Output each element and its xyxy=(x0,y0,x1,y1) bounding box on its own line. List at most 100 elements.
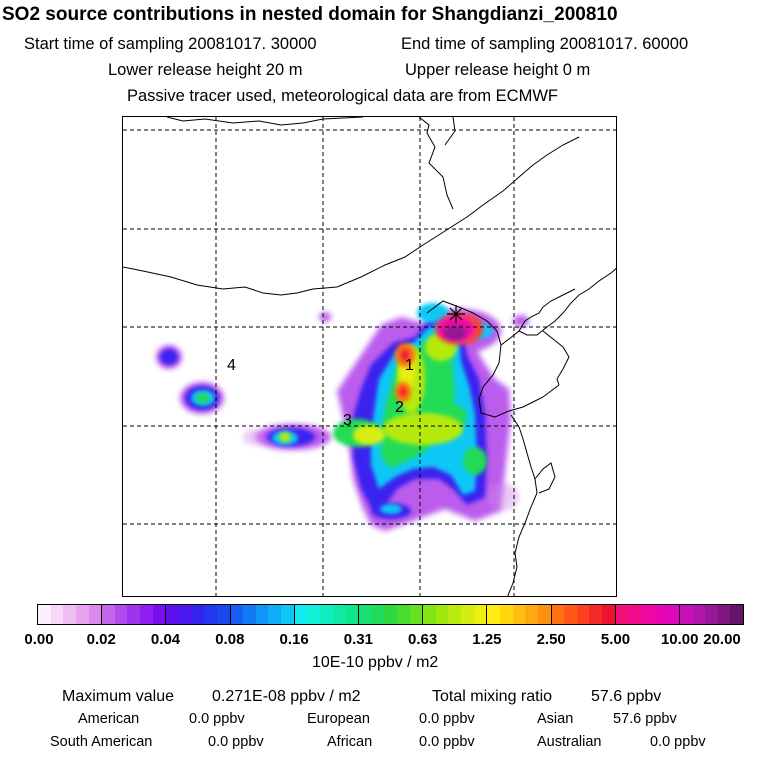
map-canvas xyxy=(123,117,616,596)
colorbar-bin xyxy=(358,605,424,624)
region-label-3: 3 xyxy=(343,412,352,429)
colorbar-bin xyxy=(102,605,167,624)
colorbar-swatch xyxy=(88,605,102,624)
colorbar-tick-label: 0.08 xyxy=(215,631,245,648)
coastlines-borders xyxy=(123,117,616,596)
colorbar-swatch xyxy=(473,605,487,624)
colorbar-bin xyxy=(38,605,103,624)
region-value: 57.6 ppbv xyxy=(613,711,677,727)
colorbar-unit: 10E-10 ppbv / m2 xyxy=(312,654,439,671)
colorbar-swatch xyxy=(179,605,192,624)
concentration-field xyxy=(156,303,529,531)
colorbar-swatch xyxy=(564,605,577,624)
colorbar xyxy=(37,604,744,625)
colorbar-tick-label: 0.04 xyxy=(150,631,181,648)
station-asterisk-icon xyxy=(447,305,465,323)
colorbar-tick-label: 1.25 xyxy=(472,631,502,648)
plot-title: SO2 source contributions in nested domai… xyxy=(2,4,618,25)
region-name: American xyxy=(78,711,140,727)
colorbar-swatch xyxy=(551,605,565,624)
region-value: 0.0 ppbv xyxy=(419,711,475,727)
colorbar-bin xyxy=(294,605,359,624)
colorbar-swatch xyxy=(423,605,436,624)
colorbar-bin xyxy=(679,605,744,624)
colorbar-swatch xyxy=(371,605,385,624)
region-label-2: 2 xyxy=(395,399,404,416)
total-mixing-label: Total mixing ratio xyxy=(432,688,553,705)
max-value: 0.271E-08 ppbv / m2 xyxy=(212,688,361,705)
colorbar-swatch xyxy=(281,605,294,624)
colorbar-swatch xyxy=(102,605,115,624)
colorbar-swatch xyxy=(152,605,166,624)
colorbar-swatch xyxy=(332,605,346,624)
colorbar-swatch xyxy=(409,605,423,624)
region-name: European xyxy=(307,711,370,727)
max-value-label: Maximum value xyxy=(62,688,175,705)
colorbar-swatch xyxy=(640,605,654,624)
colorbar-swatch xyxy=(666,605,679,624)
colorbar-swatch xyxy=(717,605,731,624)
colorbar-swatch xyxy=(114,605,128,624)
colorbar-swatch xyxy=(75,605,89,624)
colorbar-swatch xyxy=(396,605,410,624)
colorbar-swatch xyxy=(38,605,51,624)
colorbar-swatch xyxy=(487,605,500,624)
colorbar-swatch xyxy=(692,605,706,624)
colorbar-tick-label: 2.50 xyxy=(536,631,566,648)
region-name: South American xyxy=(50,734,153,750)
region-label-4: 4 xyxy=(227,357,236,374)
colorbar-tick-label: 0.02 xyxy=(86,631,116,648)
colorbar-swatch xyxy=(537,605,551,624)
colorbar-swatch xyxy=(499,605,513,624)
region-name: Asian xyxy=(537,711,574,727)
region-name: Australian xyxy=(537,734,602,750)
colorbar-swatch xyxy=(204,605,217,624)
tracer-note: Passive tracer used, meteorological data… xyxy=(127,87,558,105)
colorbar-bin xyxy=(487,605,552,624)
graticule xyxy=(123,117,616,596)
colorbar-tick-label: 0.63 xyxy=(408,631,438,648)
colorbar-swatch xyxy=(512,605,526,624)
colorbar-swatch xyxy=(50,605,64,624)
region-label-1: 1 xyxy=(405,357,414,374)
colorbar-swatch xyxy=(294,605,308,624)
colorbar-swatch xyxy=(602,605,615,624)
colorbar-swatch xyxy=(576,605,590,624)
region-name: African xyxy=(327,734,373,750)
colorbar-swatch xyxy=(525,605,538,624)
colorbar-bin xyxy=(166,605,231,624)
colorbar-tick-label: 0.00 xyxy=(24,631,54,648)
colorbar-swatch xyxy=(191,605,205,624)
colorbar-swatch xyxy=(435,605,449,624)
colorbar-bin xyxy=(551,605,616,624)
colorbar-swatch xyxy=(243,605,256,624)
colorbar-tick-label: 10.00 xyxy=(660,631,699,648)
colorbar-swatch xyxy=(216,605,230,624)
colorbar-swatch xyxy=(268,605,282,624)
region-value: 0.0 ppbv xyxy=(189,711,245,727)
region-value: 0.0 ppbv xyxy=(419,734,475,750)
colorbar-swatch xyxy=(679,605,693,624)
colorbar-swatch xyxy=(127,605,141,624)
colorbar-swatch xyxy=(166,605,180,624)
colorbar-bin xyxy=(615,605,680,624)
colorbar-swatch xyxy=(589,605,603,624)
map-panel: 1 2 3 4 xyxy=(122,116,617,597)
colorbar-swatch xyxy=(230,605,244,624)
colorbar-tick-label: 5.00 xyxy=(600,631,631,648)
colorbar-swatch xyxy=(705,605,718,624)
region-value: 0.0 ppbv xyxy=(650,734,706,750)
colorbar-swatch xyxy=(730,605,744,624)
total-mixing-value: 57.6 ppbv xyxy=(591,688,662,705)
colorbar-swatch xyxy=(255,605,269,624)
colorbar-swatch xyxy=(140,605,153,624)
colorbar-swatch xyxy=(653,605,667,624)
sampling-end-time: End time of sampling 20081017. 60000 xyxy=(401,35,689,53)
lower-release-height: Lower release height 20 m xyxy=(108,61,303,79)
colorbar-swatch xyxy=(615,605,629,624)
colorbar-swatch xyxy=(320,605,333,624)
upper-release-height: Upper release height 0 m xyxy=(405,61,591,79)
colorbar-swatch xyxy=(384,605,397,624)
colorbar-swatch xyxy=(358,605,372,624)
colorbar-swatch xyxy=(461,605,474,624)
